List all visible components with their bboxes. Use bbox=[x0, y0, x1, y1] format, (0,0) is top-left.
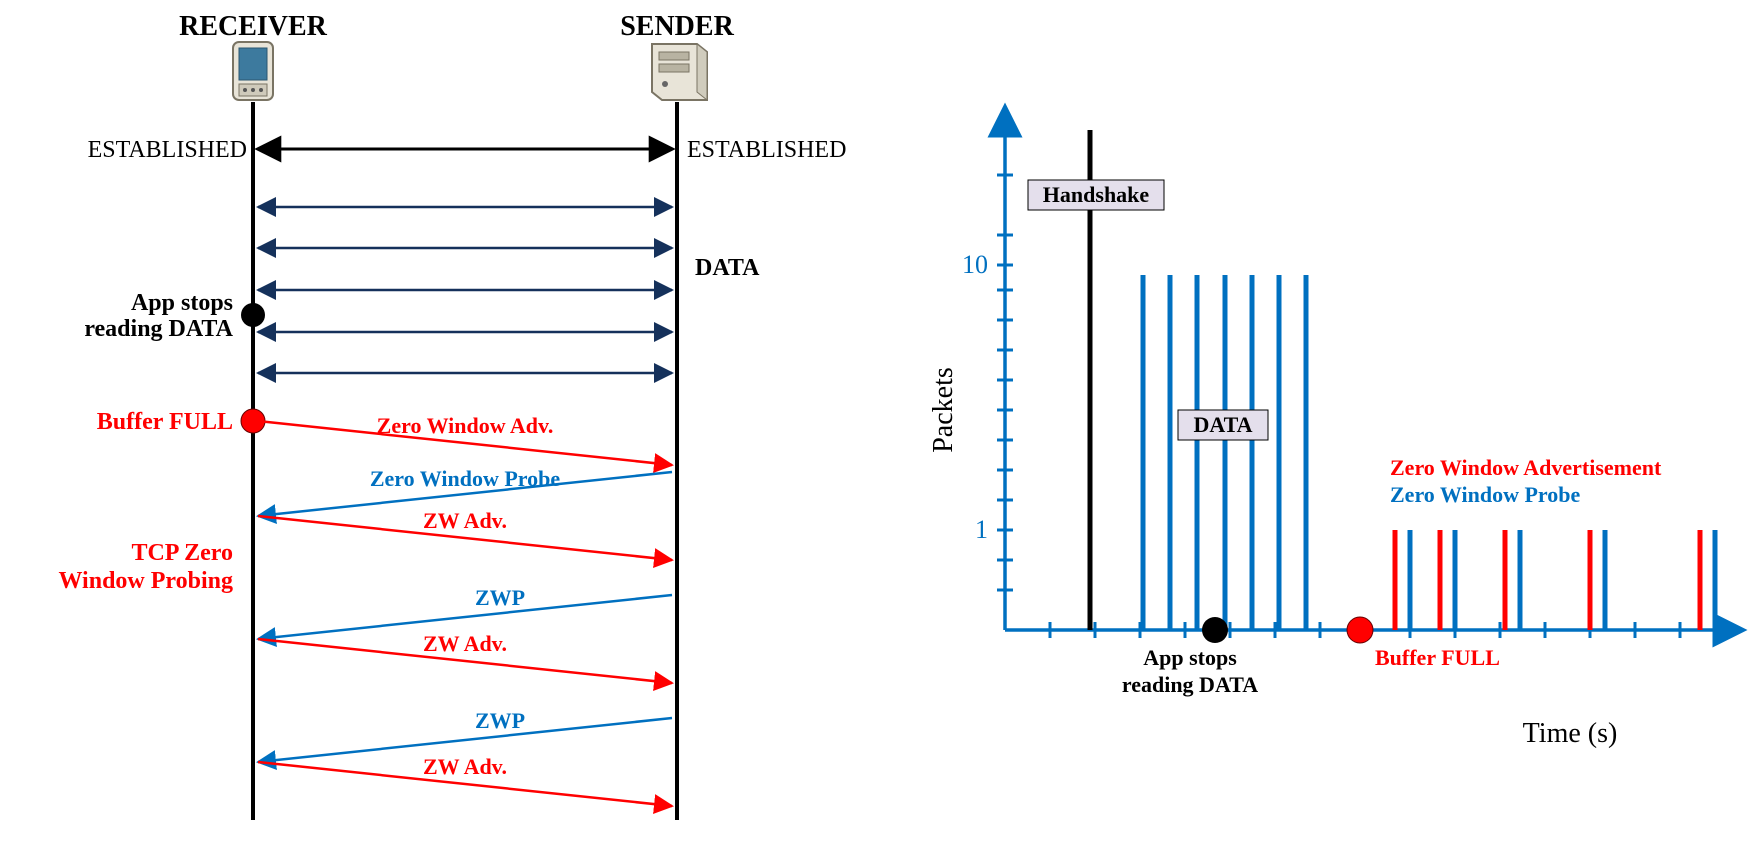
zw-probe-label-3: ZWP bbox=[475, 708, 525, 733]
zw-adv-label-1: Zero Window Adv. bbox=[377, 413, 554, 438]
receiver-icon bbox=[233, 42, 273, 100]
zw-adv-label-3: ZW Adv. bbox=[423, 631, 507, 656]
y-axis-label: Packets bbox=[928, 367, 959, 453]
diagram-root: RECEIVER SENDER ESTABLISHED ESTABLISHED … bbox=[0, 0, 1761, 841]
sender-icon bbox=[652, 44, 707, 100]
established-left-label: ESTABLISHED bbox=[88, 137, 247, 163]
data-label: DATA bbox=[695, 255, 760, 281]
zw-probe-label-2: ZWP bbox=[475, 585, 525, 610]
zw-adv-label-4: ZW Adv. bbox=[423, 754, 507, 779]
sender-header: SENDER bbox=[620, 11, 734, 42]
chart-buffer-full-label: Buffer FULL bbox=[1375, 645, 1500, 670]
ytick-10: 10 bbox=[962, 250, 988, 279]
tcp-zero-label1: TCP Zero bbox=[131, 540, 233, 566]
chart-app-stops-l2: reading DATA bbox=[1122, 672, 1258, 697]
legend-adv: Zero Window Advertisement bbox=[1390, 455, 1662, 480]
zw-adv-label-2: ZW Adv. bbox=[423, 508, 507, 533]
zw-probe-label-1: Zero Window Probe bbox=[370, 466, 561, 491]
data-bars bbox=[1143, 275, 1306, 630]
ytick-1: 1 bbox=[975, 515, 988, 544]
buffer-full-label: Buffer FULL bbox=[97, 409, 233, 435]
handshake-label: Handshake bbox=[1043, 182, 1150, 207]
app-stops-label2: reading DATA bbox=[84, 316, 233, 342]
app-stops-label1: App stops bbox=[131, 290, 233, 316]
established-right-label: ESTABLISHED bbox=[687, 137, 846, 163]
chart-data-label: DATA bbox=[1193, 412, 1252, 437]
chart-buffer-full-dot bbox=[1347, 617, 1373, 643]
receiver-header: RECEIVER bbox=[179, 11, 328, 42]
data-arrows bbox=[258, 207, 672, 373]
tcp-zero-label2: Window Probing bbox=[58, 568, 233, 594]
sequence-diagram: RECEIVER SENDER ESTABLISHED ESTABLISHED … bbox=[0, 0, 1761, 841]
probe-bars bbox=[1395, 530, 1715, 630]
chart-app-stops-dot bbox=[1202, 617, 1228, 643]
chart-app-stops-l1: App stops bbox=[1143, 645, 1237, 670]
legend-probe: Zero Window Probe bbox=[1390, 482, 1581, 507]
x-axis-label: Time (s) bbox=[1523, 718, 1618, 749]
app-stops-dot bbox=[241, 303, 265, 327]
